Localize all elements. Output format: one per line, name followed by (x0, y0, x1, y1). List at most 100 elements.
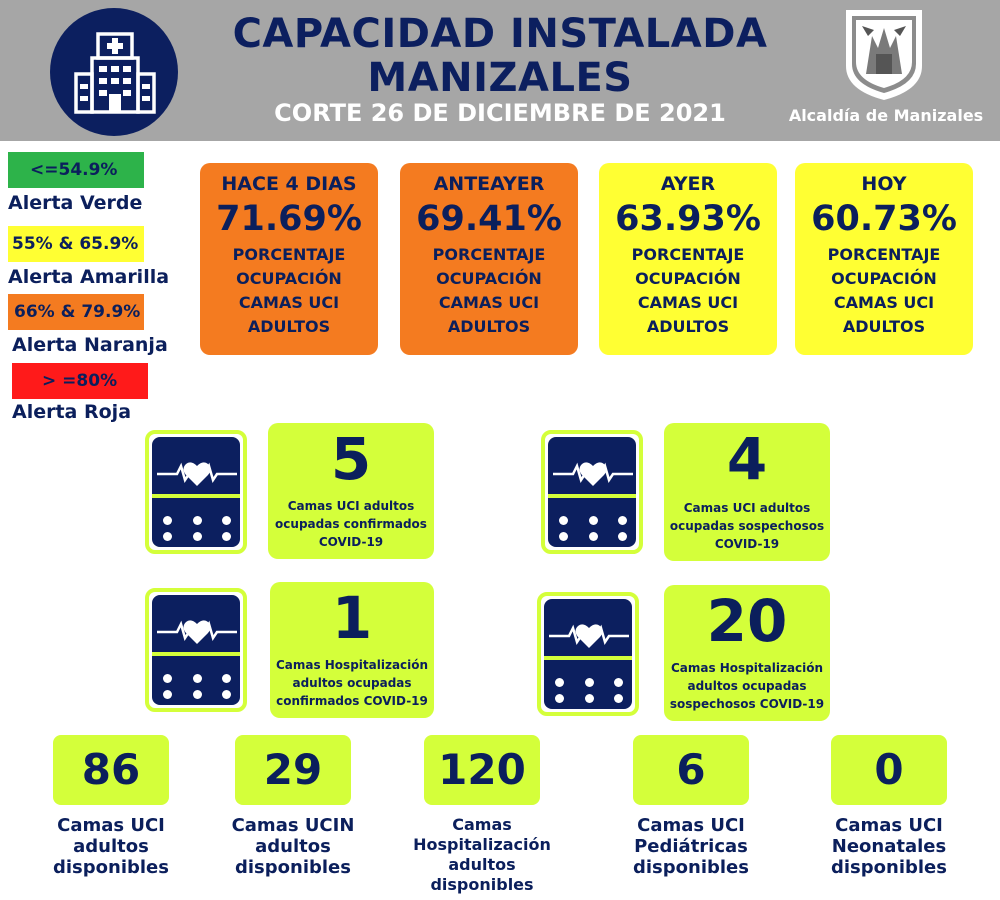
label-line: Camas UCI (835, 815, 943, 836)
available-uci-adults-value: 86 (53, 735, 169, 805)
legend-orange-label: Alerta Naranja (12, 334, 168, 356)
legend-red-range: > =80% (12, 363, 148, 399)
desc-line: CAMAS UCI (438, 293, 540, 312)
label-line: ocupadas sospechosos (669, 519, 825, 533)
label-line: Camas Hospitalización (670, 661, 824, 675)
label-line: Neonatales (831, 836, 947, 857)
occupancy-percent: 63.93% (615, 199, 761, 239)
occupancy-card-4-days-ago: HACE 4 DIAS 71.69% PORCENTAJE OCUPACIÓN … (200, 163, 378, 355)
label-line: Camas UCI (637, 815, 745, 836)
label-line: COVID-19 (714, 537, 780, 551)
label-line: Camas UCI adultos (683, 501, 811, 515)
available-uci-adults-label: Camas UCI adultos disponibles (38, 815, 184, 878)
desc-line: ADULTOS (247, 317, 331, 336)
stat-label: Camas UCI adultos ocupadas confirmados C… (268, 497, 434, 551)
stat-value: 5 (330, 425, 372, 493)
stat-value: 1 (331, 584, 373, 652)
desc-line: PORCENTAJE (232, 245, 346, 264)
desc-line: CAMAS UCI (637, 293, 739, 312)
heart-monitor-icon (537, 592, 639, 716)
hospital-icon (74, 32, 156, 114)
stat-hosp-confirmed: 1 Camas Hospitalización adultos ocupadas… (270, 582, 434, 718)
label-line: Hospitalización (413, 835, 551, 854)
label-line: Camas UCIN (231, 815, 355, 836)
legend-green-label: Alerta Verde (8, 192, 143, 214)
hospital-logo (50, 8, 178, 136)
label-line: adultos ocupadas (292, 676, 412, 690)
desc-line: CAMAS UCI (833, 293, 935, 312)
desc-line: PORCENTAJE (631, 245, 745, 264)
label-line: disponibles (235, 857, 351, 878)
available-uci-neonatal-value: 0 (831, 735, 947, 805)
stat-label: Camas UCI adultos ocupadas sospechosos C… (664, 499, 830, 553)
desc-line: ADULTOS (842, 317, 926, 336)
label-line: adultos (73, 836, 149, 857)
desc-line: ADULTOS (646, 317, 730, 336)
label-line: adultos (255, 836, 331, 857)
stat-value: 4 (726, 425, 768, 493)
label-line: disponibles (633, 857, 749, 878)
desc-line: PORCENTAJE (432, 245, 546, 264)
desc-line: CAMAS UCI (238, 293, 340, 312)
org-name: Alcaldía de Manizales (788, 106, 984, 125)
heart-monitor-icon (145, 588, 247, 712)
available-ucin-adults-value: 29 (235, 735, 351, 805)
label-line: Camas Hospitalización (275, 658, 429, 672)
desc-line: PORCENTAJE (827, 245, 941, 264)
occupancy-card-yesterday: AYER 63.93% PORCENTAJE OCUPACIÓN CAMAS U… (599, 163, 777, 355)
stat-label: Camas Hospitalización adultos ocupadas c… (270, 656, 434, 710)
label-line: disponibles (831, 857, 947, 878)
card-description: PORCENTAJE OCUPACIÓN CAMAS UCI ADULTOS (599, 243, 777, 339)
label-line: disponibles (53, 857, 169, 878)
legend-red-label: Alerta Roja (12, 401, 132, 423)
report-date: CORTE 26 DE DICIEMBRE DE 2021 (274, 99, 726, 127)
label-line: COVID-19 (318, 535, 384, 549)
card-period: HACE 4 DIAS (221, 173, 357, 195)
page-title-line2: MANIZALES (367, 55, 633, 101)
desc-line: ADULTOS (447, 317, 531, 336)
available-hosp-adults-label: Camas Hospitalización adultos disponible… (402, 815, 562, 895)
occupancy-percent: 69.41% (416, 199, 562, 239)
card-period: HOY (861, 173, 907, 195)
label-line: sospechosos COVID-19 (669, 697, 825, 711)
card-description: PORCENTAJE OCUPACIÓN CAMAS UCI ADULTOS (400, 243, 578, 339)
label-line: ocupadas confirmados (275, 517, 427, 531)
label-line: Camas UCI (57, 815, 165, 836)
card-period: AYER (660, 173, 716, 195)
occupancy-percent: 71.69% (216, 199, 362, 239)
stat-uci-suspected: 4 Camas UCI adultos ocupadas sospechosos… (664, 423, 830, 561)
desc-line: OCUPACIÓN (635, 269, 741, 288)
available-uci-neonatal-label: Camas UCI Neonatales disponibles (812, 815, 966, 878)
page-title-line1: CAPACIDAD INSTALADA (232, 11, 768, 57)
label-line: adultos ocupadas (687, 679, 807, 693)
available-ucin-adults-label: Camas UCIN adultos disponibles (218, 815, 368, 878)
desc-line: OCUPACIÓN (436, 269, 542, 288)
occupancy-percent: 60.73% (811, 199, 957, 239)
card-description: PORCENTAJE OCUPACIÓN CAMAS UCI ADULTOS (200, 243, 378, 339)
card-description: PORCENTAJE OCUPACIÓN CAMAS UCI ADULTOS (795, 243, 973, 339)
stat-uci-confirmed: 5 Camas UCI adultos ocupadas confirmados… (268, 423, 434, 559)
heart-monitor-icon (541, 430, 643, 554)
stat-value: 20 (706, 587, 788, 655)
available-hosp-adults-value: 120 (424, 735, 540, 805)
label-line: adultos (448, 855, 516, 874)
legend-green-range: <=54.9% (8, 152, 144, 188)
header-banner: CAPACIDAD INSTALADA MANIZALES CORTE 26 D… (0, 0, 1000, 141)
label-line: Camas UCI adultos (287, 499, 415, 513)
desc-line: OCUPACIÓN (831, 269, 937, 288)
legend-yellow-range: 55% & 65.9% (8, 226, 144, 262)
legend-orange-range: 66% & 79.9% (8, 294, 144, 330)
stat-hosp-suspected: 20 Camas Hospitalización adultos ocupada… (664, 585, 830, 721)
available-uci-pediatric-value: 6 (633, 735, 749, 805)
label-line: Pediátricas (634, 836, 748, 857)
card-period: ANTEAYER (433, 173, 545, 195)
label-line: Camas (452, 815, 512, 834)
legend-yellow-label: Alerta Amarilla (8, 266, 170, 288)
desc-line: OCUPACIÓN (236, 269, 342, 288)
label-line: confirmados COVID-19 (276, 694, 428, 708)
occupancy-card-today: HOY 60.73% PORCENTAJE OCUPACIÓN CAMAS UC… (795, 163, 973, 355)
label-line: disponibles (430, 875, 534, 894)
heart-monitor-icon (145, 430, 247, 554)
available-uci-pediatric-label: Camas UCI Pediátricas disponibles (616, 815, 766, 878)
coat-of-arms-icon (846, 10, 922, 100)
